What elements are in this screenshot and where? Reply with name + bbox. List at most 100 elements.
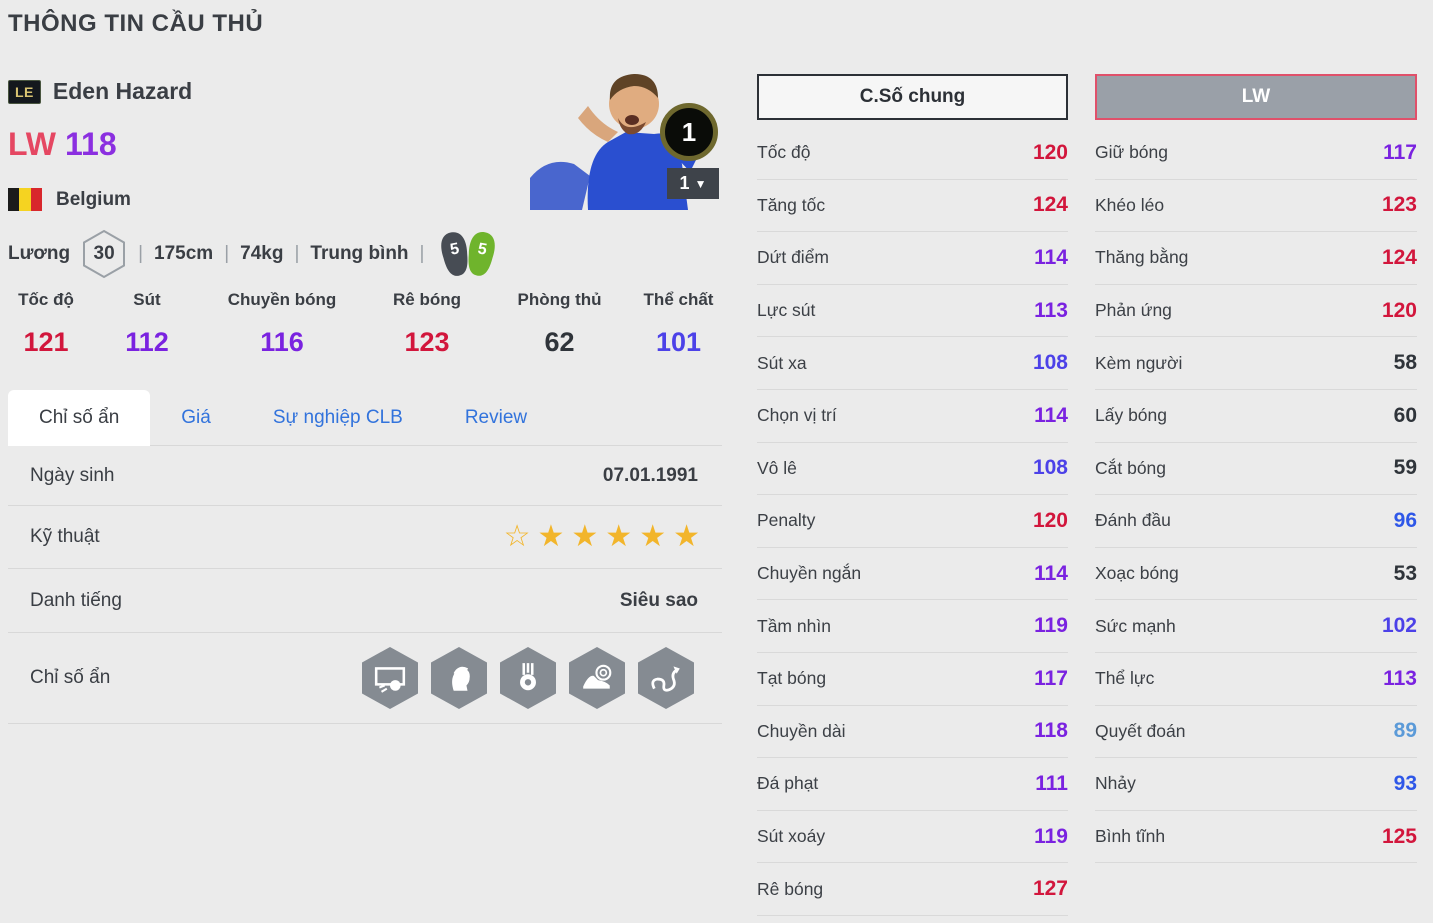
stat-row: Rê bóng 127 xyxy=(757,863,1068,916)
general-stats-rows: Tốc độ 120 Tăng tốc 124 Dứt điểm 114 Lực sút 11… xyxy=(757,127,1068,916)
stat-value: 118 xyxy=(1034,719,1068,743)
summary-stat: Phòng thủ 62 xyxy=(492,290,627,358)
stat-row: Sút xa 108 xyxy=(757,337,1068,390)
stat-value: 108 xyxy=(1032,456,1068,480)
left-foot-icon: 5 xyxy=(436,228,476,279)
belgium-flag-icon xyxy=(8,188,42,211)
stat-label: Phản ứng xyxy=(1095,300,1172,321)
stat-label: Bình tĩnh xyxy=(1095,826,1166,847)
tab-review[interactable]: Review xyxy=(464,407,528,428)
player-weight: 74kg xyxy=(240,243,284,264)
stat-label: Chuyền dài xyxy=(757,720,846,741)
star-filled-icon: ★ xyxy=(571,520,599,553)
stat-value: 53 xyxy=(1393,561,1417,585)
stat-value: 127 xyxy=(1032,877,1068,901)
stat-row: Dứt điểm 114 xyxy=(757,232,1068,285)
tab-club-career[interactable]: Sự nghiệp CLB xyxy=(272,407,403,428)
birth-date-label: Ngày sinh xyxy=(30,464,115,486)
stat-label: Sút xa xyxy=(757,352,807,373)
stat-row: Xoạc bóng 53 xyxy=(1095,548,1417,601)
stat-label: Tốc độ xyxy=(757,142,811,163)
tab-hidden-stats[interactable]: Chỉ số ẩn xyxy=(8,390,151,446)
stat-row: Tạt bóng 117 xyxy=(757,653,1068,706)
stat-label: Kèm người xyxy=(1095,352,1183,373)
stat-row: Tăng tốc 124 xyxy=(757,180,1068,233)
stat-value: 96 xyxy=(1393,508,1417,532)
stat-value: 89 xyxy=(1393,719,1417,743)
tab-price[interactable]: Giá xyxy=(181,407,211,428)
summary-stat-label: Sút xyxy=(133,290,161,309)
stat-row: Chuyền dài 118 xyxy=(757,706,1068,759)
stat-label: Rê bóng xyxy=(757,878,824,899)
stat-row: Quyết đoán 89 xyxy=(1095,706,1417,759)
level-badge: 1 xyxy=(660,103,718,161)
summary-stat-label: Chuyền bóng xyxy=(227,290,337,309)
position-rating: LW 118 xyxy=(8,126,117,163)
stat-value: 123 xyxy=(1381,193,1417,217)
fame-row: Danh tiếng Siêu sao xyxy=(8,569,722,633)
salary-label: Lương xyxy=(8,243,71,264)
stat-row: Vô lê 108 xyxy=(757,443,1068,496)
stat-label: Sức mạnh xyxy=(1095,615,1176,636)
stat-label: Thể lực xyxy=(1095,668,1155,689)
summary-stat-value: 101 xyxy=(655,327,702,357)
summary-stat-label: Tốc độ xyxy=(18,290,74,309)
stat-value: 113 xyxy=(1034,298,1068,322)
stat-value: 117 xyxy=(1034,666,1068,690)
skill-moves-label: Kỹ thuật xyxy=(30,526,100,547)
stat-row: Lực sút 113 xyxy=(757,285,1068,338)
stat-label: Đá phạt xyxy=(757,773,819,794)
summary-stat-label: Thể chất xyxy=(643,290,714,309)
stat-value: 111 xyxy=(1035,771,1068,795)
level-select-dropdown[interactable]: 1 ▼ xyxy=(667,168,719,199)
stat-value: 117 xyxy=(1383,140,1417,164)
medal-icon xyxy=(500,647,556,709)
separator: | xyxy=(224,243,230,264)
hidden-trait-badges xyxy=(362,647,722,709)
stat-label: Thăng bằng xyxy=(1095,247,1189,268)
star-filled-icon: ★ xyxy=(605,520,633,553)
stat-value: 124 xyxy=(1381,245,1417,269)
position-stats-button[interactable]: LW xyxy=(1095,74,1417,120)
player-name: Eden Hazard xyxy=(52,78,193,104)
summary-stat-value: 123 xyxy=(404,327,450,357)
stat-row: Giữ bóng 117 xyxy=(1095,127,1417,180)
level-select-value: 1 xyxy=(679,173,690,193)
stat-row: Nhảy 93 xyxy=(1095,758,1417,811)
general-stats-button[interactable]: C.Số chung xyxy=(757,74,1068,120)
stat-label: Khéo léo xyxy=(1095,194,1165,215)
stat-label: Lực sút xyxy=(757,300,816,321)
stat-row: Tốc độ 120 xyxy=(757,127,1068,180)
position-stats-rows: Giữ bóng 117 Khéo léo 123 Thăng bằng 124 Phản … xyxy=(1095,127,1417,864)
stat-row: Kèm người 58 xyxy=(1095,337,1417,390)
star-filled-icon: ★ xyxy=(639,520,667,553)
stat-value: 119 xyxy=(1034,824,1068,848)
stat-value: 58 xyxy=(1393,351,1417,375)
tab-bar: Chỉ số ẩn Giá Sự nghiệp CLB Review xyxy=(8,390,722,446)
player-position: LW xyxy=(8,126,56,162)
stat-label: Đánh đầu xyxy=(1095,510,1171,531)
stat-label: Cắt bóng xyxy=(1095,457,1167,478)
nation-name: Belgium xyxy=(56,188,131,210)
stat-value: 114 xyxy=(1034,561,1068,585)
stat-row: Sức mạnh 102 xyxy=(1095,600,1417,653)
separator: | xyxy=(419,243,425,264)
player-head-icon xyxy=(431,647,487,709)
star-filled-icon: ★ xyxy=(537,520,565,553)
stat-value: 113 xyxy=(1383,666,1417,690)
stat-label: Lấy bóng xyxy=(1095,405,1168,426)
stat-label: Penalty xyxy=(757,510,816,531)
stat-value: 59 xyxy=(1393,456,1417,480)
birth-date-row: Ngày sinh 07.01.1991 xyxy=(8,446,722,506)
summary-stat: Rê bóng 123 xyxy=(362,290,492,358)
nation-row: Belgium xyxy=(8,188,131,211)
boot-target-icon xyxy=(569,647,625,709)
summary-stat: Thể chất 101 xyxy=(627,290,730,358)
stat-label: Vô lê xyxy=(757,457,797,478)
stat-value: 124 xyxy=(1032,193,1068,217)
caret-down-icon: ▼ xyxy=(694,176,707,191)
stat-row: Phản ứng 120 xyxy=(1095,285,1417,338)
stat-value: 120 xyxy=(1381,298,1417,322)
page-title: THÔNG TIN CẦU THỦ xyxy=(8,10,264,37)
